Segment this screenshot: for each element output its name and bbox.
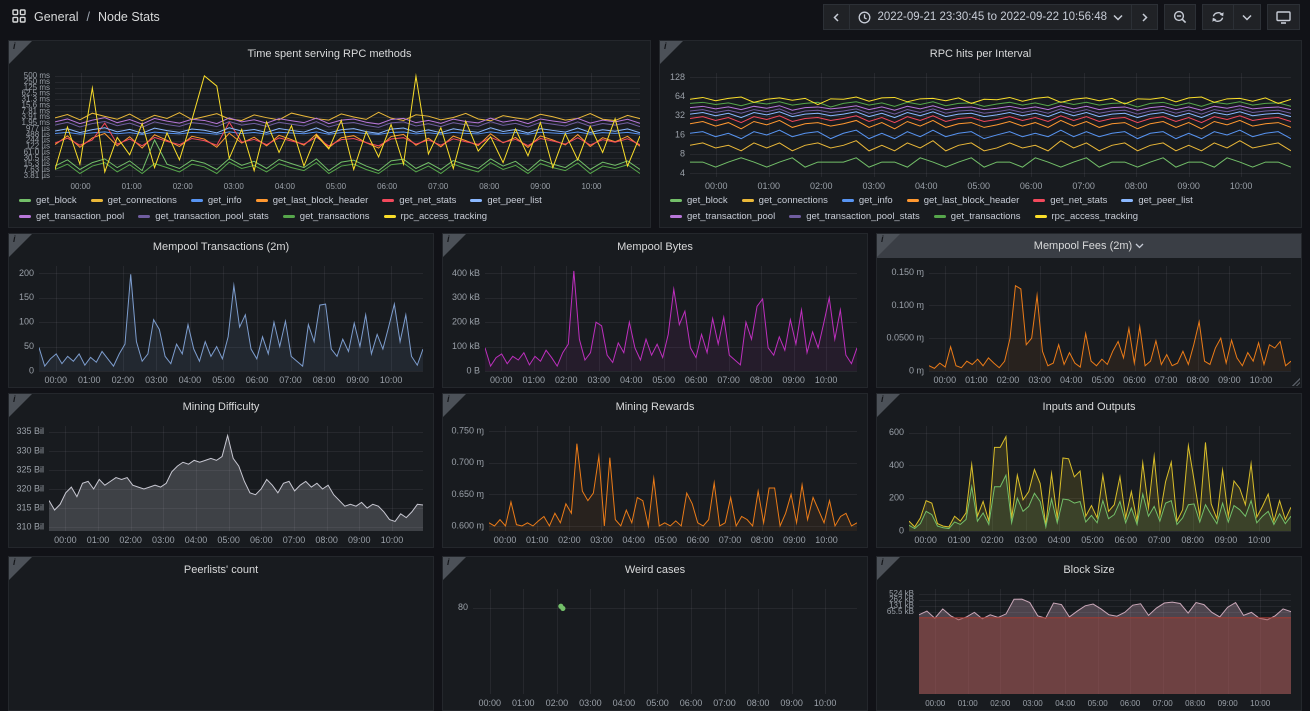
chart-legend: get_block get_connections get_info get_last… (19, 193, 646, 225)
chart-canvas[interactable] (9, 260, 433, 387)
panel-title[interactable]: Mempool Transactions (2m) (152, 241, 290, 253)
panel-resize-handle[interactable] (1291, 377, 1300, 386)
dashboard-toolbar: 2022-09-21 23:30:45 to 2022-09-22 10:56:… (823, 4, 1300, 30)
panel-peerlists-count: i Peerlists' count (8, 556, 434, 711)
chart-canvas[interactable] (443, 420, 867, 547)
chart-canvas[interactable] (877, 260, 1301, 387)
legend-item[interactable]: get_block (19, 193, 77, 208)
legend-item[interactable]: get_transactions (933, 209, 1021, 224)
time-range-back-button[interactable] (823, 4, 851, 30)
panel-info-icon[interactable]: i (660, 41, 683, 64)
panel-mining-rewards: i Mining Rewards (442, 393, 868, 548)
panel-time-spent-rpc: i Time spent serving RPC methods get_blo… (8, 40, 651, 228)
monitor-icon (1276, 10, 1291, 24)
chart-canvas[interactable] (9, 67, 650, 193)
chart-legend: get_block get_connections get_info get_last… (670, 193, 1297, 225)
legend-item[interactable]: get_peer_list (1121, 193, 1193, 208)
chevron-down-icon (1113, 14, 1123, 21)
panel-mining-difficulty: i Mining Difficulty (8, 393, 434, 548)
panel-title[interactable]: Mining Difficulty (182, 401, 260, 413)
panel-info-icon[interactable]: i (9, 394, 32, 417)
panel-info-icon[interactable]: i (443, 234, 466, 257)
legend-item[interactable]: get_transaction_pool (670, 209, 775, 224)
panel-info-icon[interactable]: i (9, 234, 32, 257)
legend-item[interactable]: get_net_stats (1033, 193, 1107, 208)
panel-title[interactable]: Inputs and Outputs (1042, 401, 1136, 413)
chart-canvas[interactable] (877, 583, 1301, 710)
panel-rpc-hits: i RPC hits per Interval get_block get_con… (659, 40, 1302, 228)
breadcrumb[interactable]: General / Node Stats (12, 0, 160, 34)
breadcrumb-separator: / (86, 10, 90, 24)
legend-item[interactable]: get_connections (741, 193, 828, 208)
chart-canvas[interactable] (660, 67, 1301, 193)
kiosk-mode-button[interactable] (1267, 4, 1300, 30)
legend-item[interactable]: get_info (190, 193, 242, 208)
panel-info-icon[interactable]: i (877, 234, 900, 257)
legend-item[interactable]: rpc_access_tracking (383, 209, 487, 224)
panel-title[interactable]: Peerlists' count (183, 564, 259, 576)
panel-title[interactable]: Time spent serving RPC methods (247, 48, 412, 60)
panel-title[interactable]: Block Size (1063, 564, 1115, 576)
legend-item[interactable]: get_last_block_header (255, 193, 368, 208)
panel-weird-cases: i Weird cases (442, 556, 868, 711)
panel-info-icon[interactable]: i (877, 394, 900, 417)
time-range-picker-button[interactable]: 2022-09-21 23:30:45 to 2022-09-22 10:56:… (850, 4, 1132, 30)
panel-inputs-outputs: i Inputs and Outputs (876, 393, 1302, 548)
refresh-icon (1211, 10, 1225, 24)
chart-canvas[interactable] (443, 583, 867, 710)
panel-title[interactable]: Mining Rewards (615, 401, 695, 413)
legend-item[interactable]: get_connections (90, 193, 177, 208)
panel-mempool-transactions: i Mempool Transactions (2m) (8, 233, 434, 388)
legend-item[interactable]: get_block (670, 193, 728, 208)
legend-item[interactable]: rpc_access_tracking (1034, 209, 1138, 224)
refresh-button[interactable] (1202, 4, 1234, 30)
legend-item[interactable]: get_net_stats (382, 193, 456, 208)
legend-item[interactable]: get_transaction_pool (19, 209, 124, 224)
breadcrumb-dashboard-title[interactable]: Node Stats (97, 10, 160, 24)
legend-item[interactable]: get_last_block_header (906, 193, 1019, 208)
chevron-down-icon (1242, 14, 1252, 21)
legend-item[interactable]: get_transaction_pool_stats (789, 209, 920, 224)
chart-canvas[interactable] (877, 420, 1301, 547)
panel-mempool-bytes: i Mempool Bytes (442, 233, 868, 388)
search-minus-icon (1173, 10, 1187, 24)
panel-info-icon[interactable]: i (443, 394, 466, 417)
legend-item[interactable]: get_transactions (282, 209, 370, 224)
dashboard-header: General / Node Stats 2022-09-21 23:30:45… (0, 0, 1310, 34)
panel-block-size: i Block Size (876, 556, 1302, 711)
refresh-interval-dropdown[interactable] (1234, 4, 1261, 30)
chart-canvas[interactable] (9, 420, 433, 547)
chart-canvas[interactable] (9, 583, 433, 710)
legend-item[interactable]: get_info (841, 193, 893, 208)
chart-canvas[interactable] (443, 260, 867, 387)
panel-info-icon[interactable]: i (443, 557, 466, 580)
panel-info-icon[interactable]: i (877, 557, 900, 580)
time-range-label: 2022-09-21 23:30:45 to 2022-09-22 10:56:… (877, 11, 1107, 23)
zoom-out-button[interactable] (1164, 4, 1196, 30)
panel-info-icon[interactable]: i (9, 41, 32, 64)
legend-item[interactable]: get_transaction_pool_stats (138, 209, 269, 224)
panel-mempool-fees: i Mempool Fees (2m) (876, 233, 1302, 388)
chevron-down-icon (1132, 240, 1144, 252)
panel-title[interactable]: Mempool Fees (2m) (877, 234, 1301, 258)
clock-icon (858, 11, 871, 24)
panel-title[interactable]: Weird cases (624, 564, 686, 576)
panel-info-icon[interactable]: i (9, 557, 32, 580)
panel-title[interactable]: Mempool Bytes (617, 241, 693, 253)
legend-item[interactable]: get_peer_list (470, 193, 542, 208)
breadcrumb-folder[interactable]: General (34, 10, 79, 24)
panel-title[interactable]: RPC hits per Interval (929, 48, 1032, 60)
apps-grid-icon (12, 8, 26, 26)
time-range-forward-button[interactable] (1132, 4, 1158, 30)
